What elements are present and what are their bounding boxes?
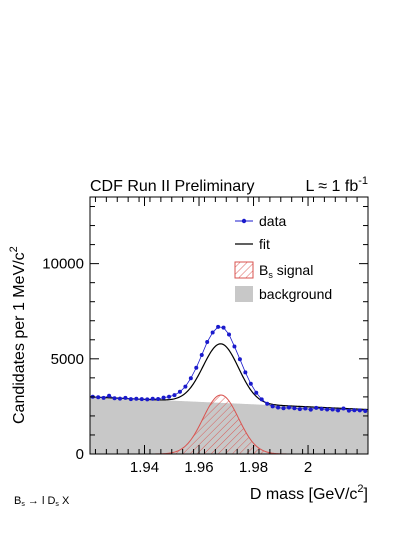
data-point bbox=[150, 396, 155, 401]
data-point bbox=[101, 395, 106, 400]
data-point bbox=[325, 407, 330, 412]
data-point bbox=[357, 408, 362, 413]
data-point bbox=[128, 397, 133, 402]
data-point bbox=[177, 389, 182, 394]
data-point bbox=[254, 390, 259, 395]
y-tick-label: 5000 bbox=[51, 351, 84, 368]
data-point bbox=[194, 365, 199, 370]
data-point bbox=[112, 396, 117, 401]
data-point bbox=[210, 330, 215, 335]
legend-fit-label: fit bbox=[259, 236, 270, 252]
data-point bbox=[243, 370, 248, 375]
signal-area bbox=[90, 394, 368, 454]
x-tick-label: 1.98 bbox=[239, 459, 268, 476]
legend-data-label: data bbox=[259, 213, 286, 229]
plot-frame bbox=[89, 196, 369, 455]
legend-background-label: background bbox=[259, 286, 332, 302]
legend-background-swatch bbox=[235, 286, 253, 302]
data-point bbox=[188, 376, 193, 381]
axis-ticks bbox=[90, 197, 368, 455]
luminosity-label: L ≈ 1 fb-1 bbox=[306, 175, 368, 195]
data-point bbox=[221, 325, 226, 330]
data-point bbox=[248, 381, 253, 386]
experiment-label: CDF Run II Preliminary bbox=[90, 178, 254, 195]
data-point bbox=[232, 344, 237, 349]
legend-signal-label: Bs signal bbox=[259, 262, 313, 280]
data-point bbox=[265, 401, 270, 406]
data-point bbox=[107, 393, 112, 398]
data-point bbox=[276, 405, 281, 410]
data-point bbox=[270, 404, 275, 409]
data-points bbox=[90, 324, 368, 413]
data-point bbox=[286, 405, 291, 410]
x-tick-label: 1.94 bbox=[130, 459, 159, 476]
data-point bbox=[352, 408, 357, 413]
x-axis-title: D mass [GeV/c2] bbox=[250, 483, 368, 503]
data-point bbox=[346, 408, 351, 413]
legend-signal-swatch bbox=[234, 261, 254, 279]
data-point bbox=[183, 384, 188, 389]
data-point bbox=[117, 396, 122, 401]
legend-data-marker bbox=[241, 218, 247, 224]
tick-labels: 1.94 1.96 1.98 2 0 5000 10000 bbox=[42, 256, 312, 476]
data-point bbox=[314, 405, 319, 410]
data-point bbox=[167, 394, 172, 399]
x-tick-label: 2 bbox=[304, 459, 312, 476]
data-point bbox=[172, 393, 177, 398]
data-point bbox=[227, 332, 231, 337]
data-point bbox=[205, 340, 210, 345]
data-point bbox=[292, 406, 297, 411]
data-point bbox=[156, 396, 161, 401]
data-point bbox=[303, 406, 308, 411]
decay-label: Bs → l Ds X bbox=[14, 495, 70, 508]
data-point bbox=[96, 395, 101, 400]
data-point bbox=[199, 353, 204, 358]
y-axis-title: Candidates per 1 MeV/c2 bbox=[8, 246, 28, 424]
data-point bbox=[123, 395, 128, 400]
data-point bbox=[319, 406, 324, 411]
data-point bbox=[237, 357, 242, 362]
y-tick-label: 0 bbox=[76, 446, 84, 463]
data-point bbox=[145, 397, 150, 402]
data-point bbox=[336, 408, 341, 413]
data-point bbox=[330, 407, 335, 412]
data-point bbox=[297, 407, 302, 412]
data-point bbox=[134, 396, 139, 401]
data-point bbox=[216, 324, 221, 329]
data-point bbox=[341, 406, 346, 411]
legend: data fit Bs signal background bbox=[234, 213, 332, 302]
x-tick-label: 1.96 bbox=[184, 459, 213, 476]
data-point bbox=[161, 395, 166, 400]
y-tick-label: 10000 bbox=[42, 256, 84, 273]
data-point bbox=[281, 406, 286, 411]
data-point bbox=[139, 397, 144, 402]
data-point bbox=[308, 407, 313, 412]
data-point bbox=[259, 397, 264, 402]
data-point bbox=[363, 408, 368, 413]
